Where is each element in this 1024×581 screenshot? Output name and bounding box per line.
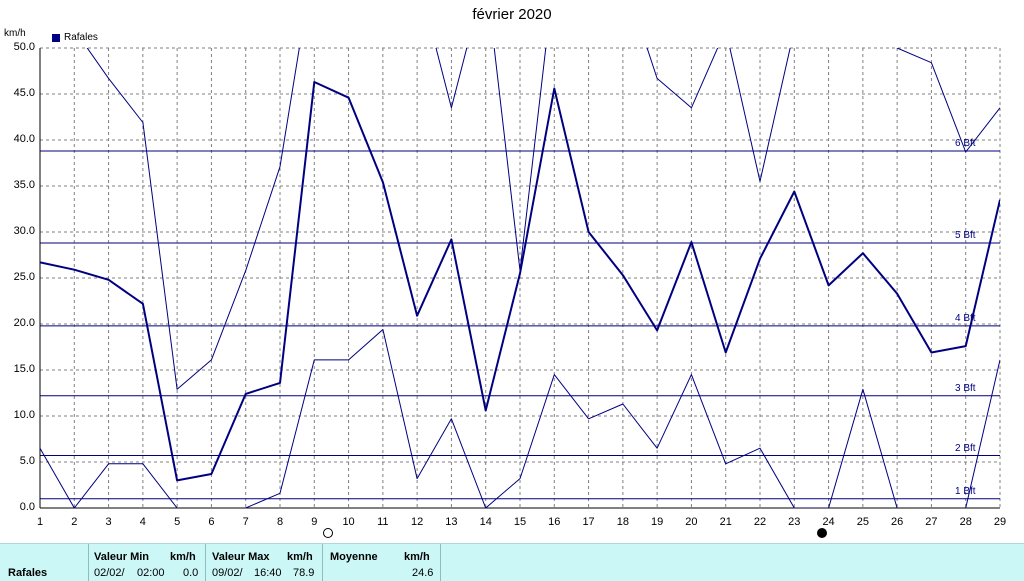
x-tick-label: 27: [925, 516, 938, 528]
x-tick-label: 9: [311, 516, 318, 528]
stats-row-label: Rafales: [8, 567, 48, 579]
x-tick-label: 12: [411, 516, 424, 528]
x-tick-label: 3: [105, 516, 112, 528]
separator: [205, 544, 206, 581]
wind-gust-chart: [39, 47, 1001, 509]
x-tick-label: 15: [513, 516, 527, 528]
min-unit: km/h: [170, 551, 196, 563]
x-tick-label: 11: [377, 516, 389, 528]
legend-swatch: [52, 33, 60, 42]
legend-label: Rafales: [64, 32, 98, 43]
x-tick-label: 7: [242, 516, 249, 528]
beaufort-label: 5 Bft: [955, 230, 976, 242]
min-time: 02:00: [137, 567, 165, 579]
x-tick-label: 14: [479, 516, 492, 528]
series-line-rafales: [40, 81, 1000, 482]
separator: [440, 544, 441, 581]
beaufort-label: 2 Bft: [955, 442, 976, 454]
legend: Rafales: [52, 32, 98, 43]
x-tick-label: 16: [548, 516, 561, 528]
full-moon-icon: [323, 528, 333, 538]
y-tick-label: 40.0: [13, 133, 35, 145]
beaufort-label: 4 Bft: [955, 312, 976, 324]
x-tick-label: 24: [822, 516, 835, 528]
x-tick-label: 19: [651, 516, 664, 528]
mean-value: 24.6: [412, 567, 434, 579]
y-tick-label: 45.0: [13, 87, 35, 99]
x-tick-label: 23: [788, 516, 801, 528]
y-tick-label: 20.0: [13, 317, 35, 329]
max-time: 16:40: [254, 567, 282, 579]
x-tick-label: 6: [208, 516, 215, 528]
x-tick-label: 4: [139, 516, 146, 528]
separator: [322, 544, 323, 581]
min-header: Valeur Min: [94, 551, 150, 563]
mean-unit: km/h: [404, 551, 430, 563]
x-tick-label: 10: [342, 516, 355, 528]
max-date: 09/02/: [212, 567, 243, 579]
beaufort-label: 3 Bft: [955, 382, 976, 394]
min-date: 02/02/: [94, 567, 125, 579]
beaufort-label: 6 Bft: [955, 138, 976, 150]
x-tick-label: 22: [753, 516, 767, 528]
y-tick-label: 15.0: [13, 363, 35, 375]
x-tick-label: 26: [891, 516, 904, 528]
chart-title: février 2020: [472, 6, 552, 23]
series-line: [86, 48, 1000, 390]
y-axis-unit: km/h: [4, 28, 26, 39]
x-tick-label: 21: [719, 516, 732, 528]
series-line: [40, 329, 1000, 508]
x-tick-label: 28: [959, 516, 972, 528]
y-tick-label: 30.0: [13, 225, 35, 237]
x-tick-label: 2: [71, 516, 78, 528]
y-tick-label: 50.0: [13, 41, 35, 53]
x-tick-label: 18: [616, 516, 629, 528]
max-header: Valeur Max: [212, 551, 270, 563]
x-tick-label: 1: [36, 516, 44, 528]
x-tick-label: 8: [276, 516, 284, 528]
separator: [88, 544, 89, 581]
min-value: 0.0: [183, 567, 199, 579]
max-value: 78.9: [293, 567, 315, 579]
x-tick-label: 17: [582, 516, 595, 528]
max-unit: km/h: [287, 551, 313, 563]
mean-header: Moyenne: [330, 551, 378, 563]
x-tick-label: 29: [993, 516, 1007, 528]
y-tick-label: 5.0: [19, 455, 35, 467]
y-tick-label: 10.0: [13, 409, 35, 421]
beaufort-label: 1 Bft: [955, 485, 976, 497]
x-tick-label: 5: [174, 516, 181, 528]
x-tick-label: 13: [445, 516, 458, 528]
stats-panel: Rafales Valeur Min km/h 02/02/ 02:00 0.0…: [0, 543, 1024, 581]
x-tick-label: 25: [856, 516, 869, 528]
x-tick-label: 20: [685, 516, 698, 528]
new-moon-icon: [816, 528, 827, 538]
y-tick-label: 25.0: [13, 271, 35, 283]
y-tick-label: 0.0: [19, 501, 35, 513]
y-tick-label: 35.0: [13, 179, 35, 191]
